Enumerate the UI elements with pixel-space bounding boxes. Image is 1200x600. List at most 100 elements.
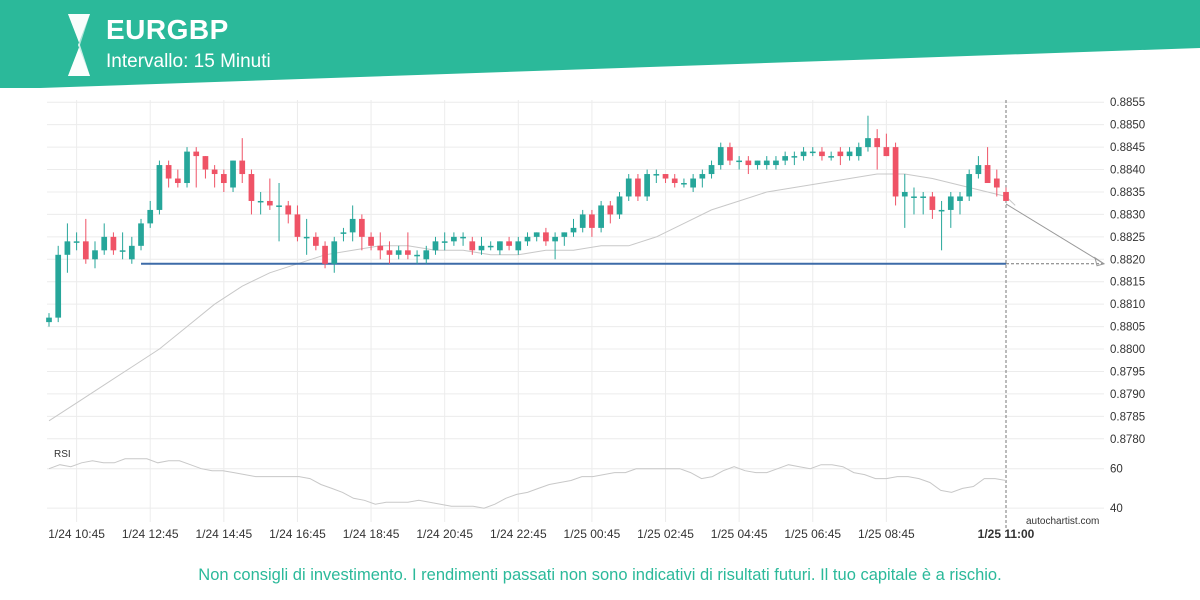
y-axis-tick-label: 0.8805: [1110, 322, 1145, 334]
candle-bullish: [349, 218, 356, 233]
candle-bearish: [294, 214, 301, 237]
y-axis-tick-label: 0.8800: [1110, 344, 1145, 356]
x-axis-tick-label: 1/24 18:45: [343, 527, 400, 541]
candle-bullish: [331, 241, 338, 264]
y-axis-tick-label: 0.8845: [1110, 142, 1145, 154]
candle-bearish: [174, 178, 181, 184]
x-axis-tick-label: 1/25 02:45: [637, 527, 694, 541]
candle-bullish: [773, 160, 779, 166]
x-axis-tick-label: 1/24 20:45: [416, 527, 473, 541]
candle-bullish: [625, 178, 632, 197]
header-banner-shape: [0, 0, 1200, 88]
candle-bearish: [193, 151, 200, 157]
candle-bearish: [82, 241, 89, 260]
candle-bullish: [119, 250, 126, 252]
y-axis-tick-label: 0.8840: [1110, 165, 1145, 177]
candle-bullish: [975, 165, 982, 175]
x-axis-tick-label: 1/24 22:45: [490, 527, 547, 541]
candle-bearish: [386, 250, 393, 255]
y-axis-tick-label: 0.8855: [1110, 97, 1145, 109]
y-axis-tick-label: 0.8795: [1110, 366, 1145, 378]
candle-bullish: [128, 245, 135, 260]
candle-bullish: [828, 156, 835, 158]
rsi-y-tick-label: 40: [1110, 503, 1123, 515]
candle-bearish: [469, 241, 476, 251]
candle-bearish: [607, 205, 614, 215]
interval-subtitle: Intervallo: 15 Minuti: [106, 51, 271, 72]
candle-bullish: [763, 160, 770, 166]
candle-bearish: [266, 200, 273, 206]
candle-bullish: [938, 209, 945, 212]
candle-bullish: [957, 196, 963, 201]
candle-bullish: [73, 241, 80, 243]
candle-bearish: [635, 178, 641, 197]
candle-bullish: [156, 165, 163, 210]
candle-bearish: [211, 169, 218, 175]
candle-bullish: [616, 196, 623, 215]
candle-bearish: [322, 245, 328, 264]
candle-bearish: [377, 245, 384, 251]
candle-bearish: [745, 160, 752, 166]
candle-bullish: [432, 241, 439, 251]
candle-bullish: [653, 174, 660, 176]
candle-bearish: [929, 196, 936, 210]
candle-bearish: [1003, 191, 1009, 201]
x-axis-tick-label: 1/24 14:45: [195, 527, 252, 541]
candle-bearish: [727, 147, 733, 161]
rsi-line: [48, 458, 1007, 509]
candle-bullish: [395, 250, 402, 255]
y-axis-tick-label: 0.8850: [1110, 120, 1145, 132]
header-banner: [0, 0, 1200, 90]
candle-bearish: [368, 236, 374, 246]
candle-bearish: [883, 147, 890, 157]
candle-bullish: [699, 174, 706, 179]
candle-bullish: [487, 245, 494, 248]
candle-bullish: [257, 200, 264, 203]
candle-bearish: [993, 178, 1000, 188]
x-axis-tick-label: 1/25 08:45: [858, 527, 915, 541]
rsi-y-tick-label: 60: [1110, 464, 1123, 476]
candle-bullish: [147, 209, 154, 224]
candle-bearish: [405, 250, 411, 255]
y-axis-tick-label: 0.8820: [1110, 254, 1145, 266]
price-chart: 0.8855 0.8850 0.8845 0.8840 0.8835 0.8830 0.88…: [46, 97, 1145, 541]
y-axis-tick-label: 0.8815: [1110, 277, 1145, 289]
candle-bullish: [920, 196, 927, 198]
candle-bearish: [506, 241, 512, 246]
candle-bullish: [800, 151, 807, 157]
candle-bullish: [92, 250, 98, 260]
candle-bullish: [55, 254, 62, 318]
candle-bullish: [552, 236, 558, 242]
candle-bearish: [313, 236, 319, 246]
symbol-title: EURGBP: [106, 14, 229, 45]
candle-bullish: [414, 254, 420, 257]
candle-bullish: [846, 151, 853, 157]
candle-bearish: [837, 151, 844, 157]
candle-bullish: [911, 196, 917, 198]
candle-bearish: [239, 160, 246, 175]
candle-bullish: [947, 196, 954, 210]
candle-bearish: [874, 138, 881, 148]
autochartist-logo-icon: [60, 14, 96, 76]
y-axis-tick-label: 0.8830: [1110, 209, 1145, 221]
candle-bearish: [285, 205, 292, 215]
candle-bullish: [303, 236, 310, 239]
rsi-panel-label: RSI: [54, 449, 71, 460]
x-axis-tick-label: 1/24 12:45: [122, 527, 179, 541]
candle-bullish: [782, 156, 789, 161]
candle-bullish: [441, 241, 448, 243]
candle-bullish: [451, 236, 457, 242]
candle-bullish: [644, 174, 650, 197]
candle-bullish: [809, 151, 816, 154]
candle-bearish: [220, 174, 227, 184]
candle-bullish: [966, 174, 973, 197]
candle-bullish: [708, 165, 715, 175]
x-axis-tick-label: 1/24 10:45: [48, 527, 105, 541]
candle-bearish: [984, 165, 991, 184]
candle-bullish: [515, 241, 522, 251]
candle-bearish: [359, 218, 365, 237]
candle-bullish: [561, 232, 568, 237]
candle-bearish: [892, 147, 899, 197]
candle-bullish: [64, 241, 71, 255]
moving-average-line: [48, 173, 1016, 422]
